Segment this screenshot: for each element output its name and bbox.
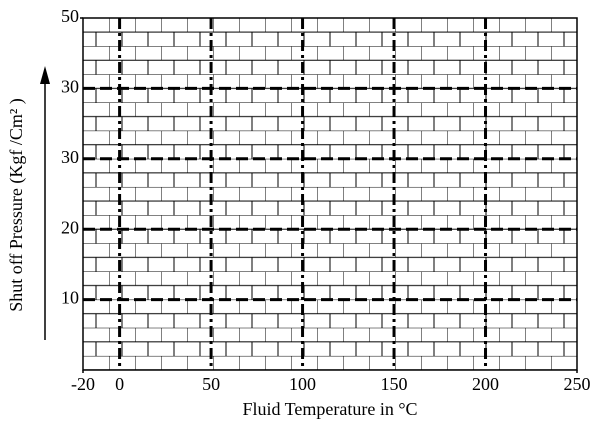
x-tick-label: 50	[202, 374, 220, 394]
x-tick-label: -20	[71, 374, 95, 394]
y-tick-label: 30	[61, 147, 79, 167]
x-tick-label: 0	[115, 374, 124, 394]
x-tick-label: 100	[289, 374, 316, 394]
y-tick-label: 20	[61, 217, 79, 237]
y-axis-title: Shut off Pressure (Kgf /Cm² )	[6, 98, 27, 312]
x-axis-title: Fluid Temperature in °C	[242, 399, 417, 419]
axis-arrowhead	[40, 66, 50, 84]
x-tick-label: 200	[472, 374, 499, 394]
y-tick-label: 10	[61, 288, 79, 308]
y-tick-label: 30	[61, 77, 79, 97]
x-tick-label: 150	[381, 374, 408, 394]
x-tick-label: 250	[564, 374, 591, 394]
y-tick-label: 50	[61, 6, 79, 26]
plot-area	[82, 17, 578, 371]
